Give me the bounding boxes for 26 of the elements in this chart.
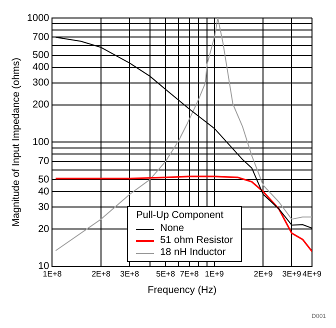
y-tick-label: 100 bbox=[32, 136, 50, 148]
x-tick-label: 2E+9 bbox=[254, 269, 274, 278]
y-tick-label: 400 bbox=[32, 62, 50, 74]
y-tick-label: 500 bbox=[32, 50, 50, 62]
y-tick-label: 50 bbox=[38, 174, 50, 186]
y-tick-label: 1000 bbox=[26, 12, 50, 24]
legend-label: None bbox=[160, 223, 184, 236]
x-tick-label: 7E+8 bbox=[180, 269, 200, 278]
x-tick-label: 5E+8 bbox=[156, 269, 176, 278]
legend-title: Pull-Up Component bbox=[136, 210, 224, 222]
x-tick-label: 3E+9 bbox=[282, 269, 302, 278]
y-tick-label: 30 bbox=[38, 202, 50, 213]
x-axis-title: Frequency (Hz) bbox=[148, 284, 217, 296]
y-tick-label: 200 bbox=[32, 100, 50, 111]
x-tick-label: 2E+8 bbox=[92, 269, 112, 278]
y-tick-label: 700 bbox=[32, 32, 50, 43]
y-axis-title: Magnitude of Input Impedance (ohms) bbox=[10, 58, 22, 227]
y-tick-label: 40 bbox=[38, 186, 50, 198]
x-tick-label: 1E+9 bbox=[204, 269, 224, 278]
y-tick-label: 20 bbox=[38, 224, 50, 235]
legend-label: 18 nH Inductor bbox=[160, 247, 226, 260]
y-tick-label: 70 bbox=[38, 156, 50, 168]
x-tick-label: 3E+8 bbox=[120, 269, 140, 278]
legend-label: 51 ohm Resistor bbox=[160, 235, 233, 248]
y-tick-label: 300 bbox=[32, 78, 50, 89]
x-tick-label: 4E+9 bbox=[302, 269, 322, 278]
